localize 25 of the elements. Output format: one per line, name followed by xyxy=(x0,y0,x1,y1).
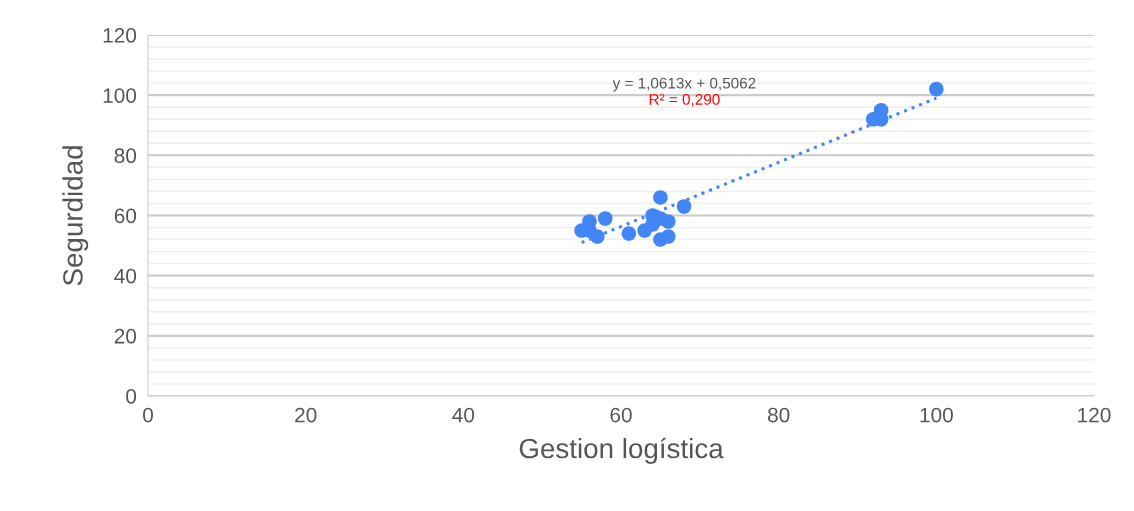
point xyxy=(653,190,668,205)
x-tick-label: 20 xyxy=(295,407,317,423)
y-tick-label: 40 xyxy=(114,268,137,284)
annotation: R² = 0,290 xyxy=(649,93,720,107)
annotation: y = 1,0613x + 0,5062 xyxy=(612,77,756,92)
point xyxy=(676,199,692,214)
y-tick-label: 80 xyxy=(114,148,137,164)
x-tick-label: 0 xyxy=(143,407,153,423)
x-tick-label: 80 xyxy=(767,407,790,423)
y-tick-label: 0 xyxy=(126,389,137,404)
y-tick-label: 100 xyxy=(103,88,137,103)
x-tick-label: 100 xyxy=(920,407,953,423)
point xyxy=(621,226,637,241)
point xyxy=(597,211,613,226)
point xyxy=(661,229,676,244)
x-tick-label: 60 xyxy=(610,407,632,423)
y-tick-label: 60 xyxy=(114,208,137,224)
point xyxy=(929,81,944,97)
y-tick-label: 120 xyxy=(103,28,137,43)
x-axis-title: Gestion logística xyxy=(519,437,724,464)
y-axis-title: Segurdidad xyxy=(62,146,89,286)
y-tick-label: 20 xyxy=(114,328,137,344)
x-tick-label: 120 xyxy=(1078,407,1111,423)
x-tick-label: 40 xyxy=(452,407,475,423)
point xyxy=(661,214,676,229)
